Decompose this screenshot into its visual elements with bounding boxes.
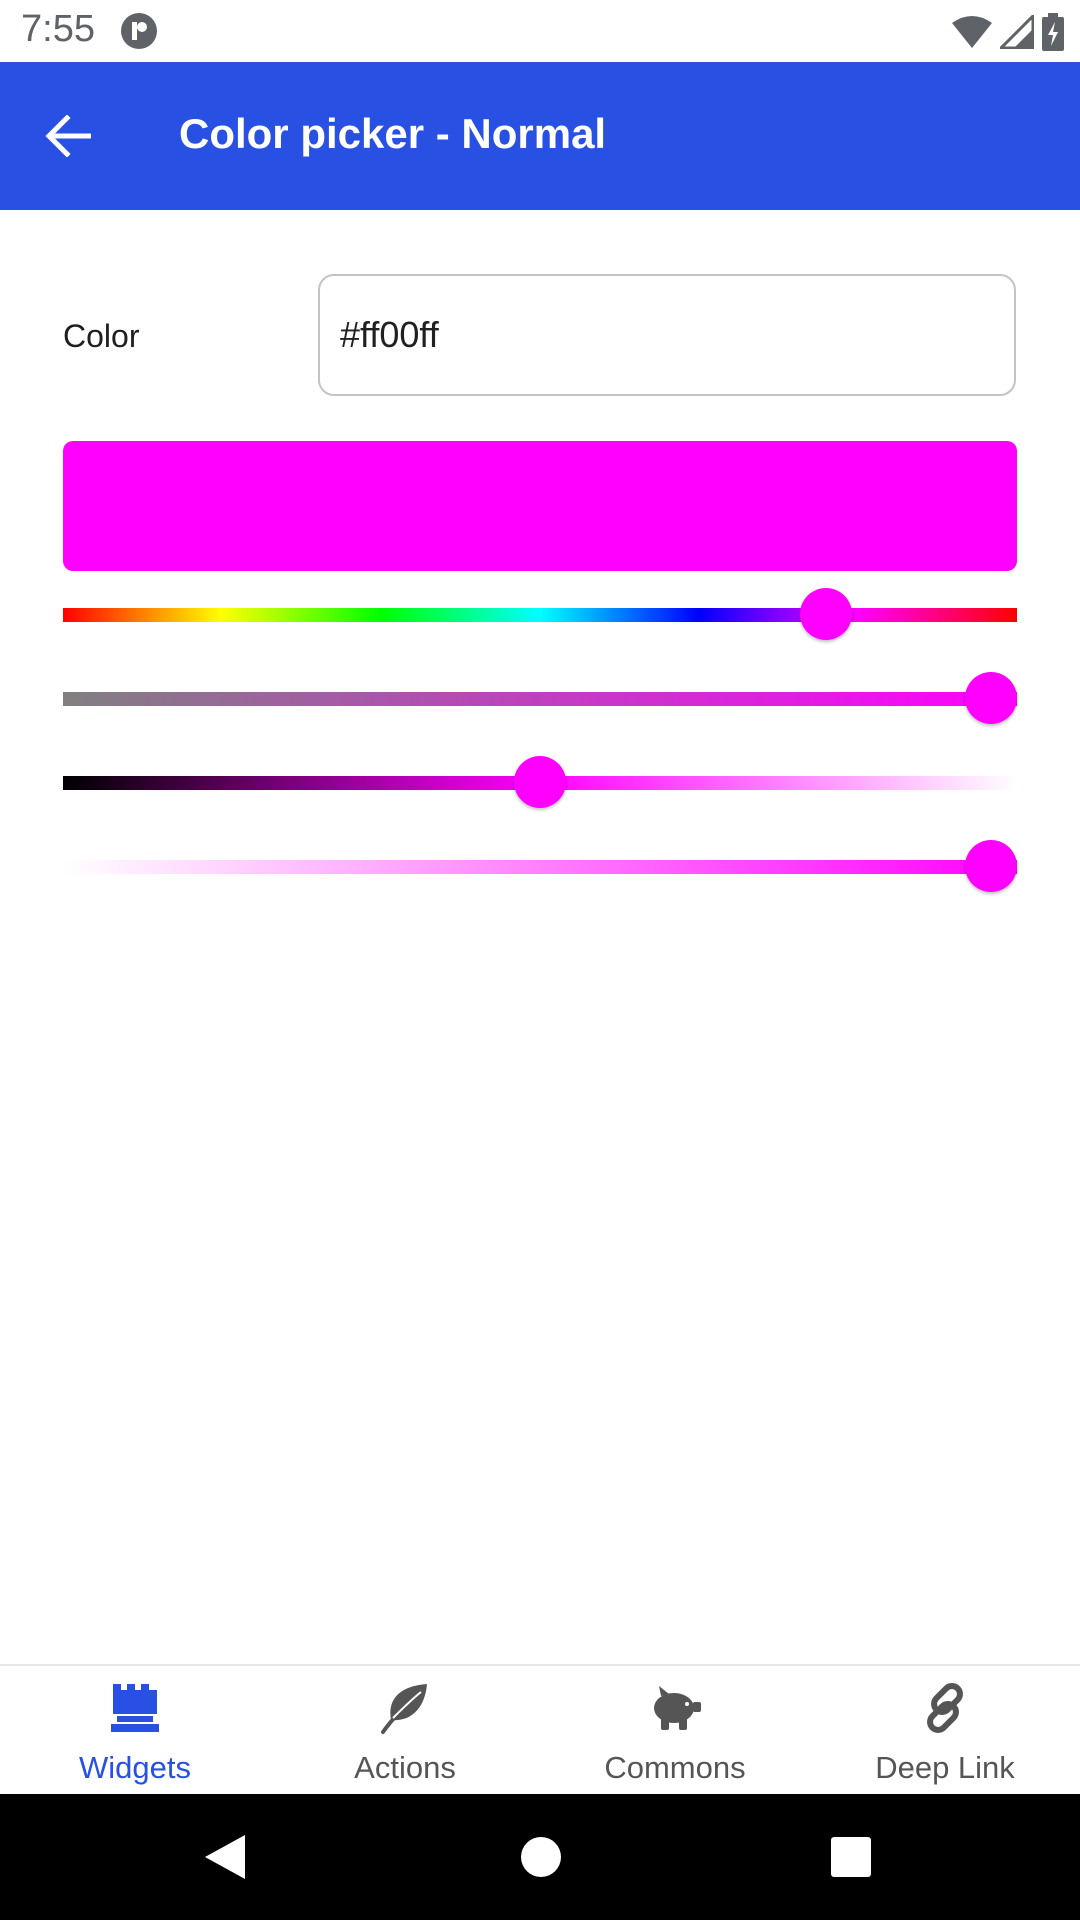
circle-home-icon	[521, 1837, 561, 1877]
alpha-slider-track[interactable]	[63, 860, 1017, 874]
link-icon	[927, 1683, 963, 1733]
system-back-button[interactable]	[190, 1822, 260, 1892]
nav-item-commons[interactable]: Commons	[540, 1666, 810, 1796]
system-navigation-bar	[0, 1794, 1080, 1920]
signal-icon	[1000, 15, 1034, 49]
bottom-navigation: Widgets Actions Commons	[0, 1664, 1080, 1796]
battery-icon	[1042, 13, 1064, 51]
nav-label-actions: Actions	[354, 1750, 456, 1785]
widgets-icon	[111, 1684, 159, 1732]
page-title: Color picker - Normal	[179, 110, 607, 157]
nav-item-actions[interactable]: Actions	[270, 1666, 540, 1796]
back-button[interactable]	[30, 98, 106, 174]
lightness-slider-thumb[interactable]	[514, 756, 566, 808]
status-icons	[952, 12, 1064, 52]
hue-slider-track[interactable]	[63, 608, 1017, 622]
notification-app-icon	[121, 13, 157, 49]
triangle-back-icon	[205, 1835, 245, 1879]
color-preview-swatch	[63, 441, 1017, 571]
nav-item-deep-link[interactable]: Deep Link	[810, 1666, 1080, 1796]
nav-label-widgets: Widgets	[79, 1750, 191, 1785]
piggy-bank-icon	[654, 1686, 701, 1730]
status-bar: 7:55	[0, 0, 1080, 62]
leaf-icon	[381, 1684, 427, 1734]
saturation-slider[interactable]	[63, 668, 1017, 728]
saturation-slider-thumb[interactable]	[965, 672, 1017, 724]
nav-label-commons: Commons	[604, 1750, 746, 1785]
system-recents-button[interactable]	[816, 1822, 886, 1892]
alpha-slider[interactable]	[63, 836, 1017, 896]
hue-slider-thumb[interactable]	[799, 588, 852, 640]
lightness-slider[interactable]	[63, 752, 1017, 812]
system-home-button[interactable]	[506, 1822, 576, 1892]
hue-slider[interactable]	[63, 584, 1017, 644]
color-hex-input[interactable]	[318, 274, 1016, 396]
color-label: Color	[63, 318, 140, 354]
app-bar: Color picker - Normal	[0, 62, 1080, 210]
nav-item-widgets[interactable]: Widgets	[0, 1666, 270, 1796]
alpha-slider-thumb[interactable]	[965, 840, 1017, 892]
square-recents-icon	[831, 1837, 871, 1877]
status-time: 7:55	[21, 8, 95, 50]
wifi-icon	[952, 16, 992, 48]
nav-label-deep-link: Deep Link	[875, 1750, 1015, 1785]
saturation-slider-track[interactable]	[63, 692, 1017, 706]
arrow-back-icon	[45, 115, 91, 157]
